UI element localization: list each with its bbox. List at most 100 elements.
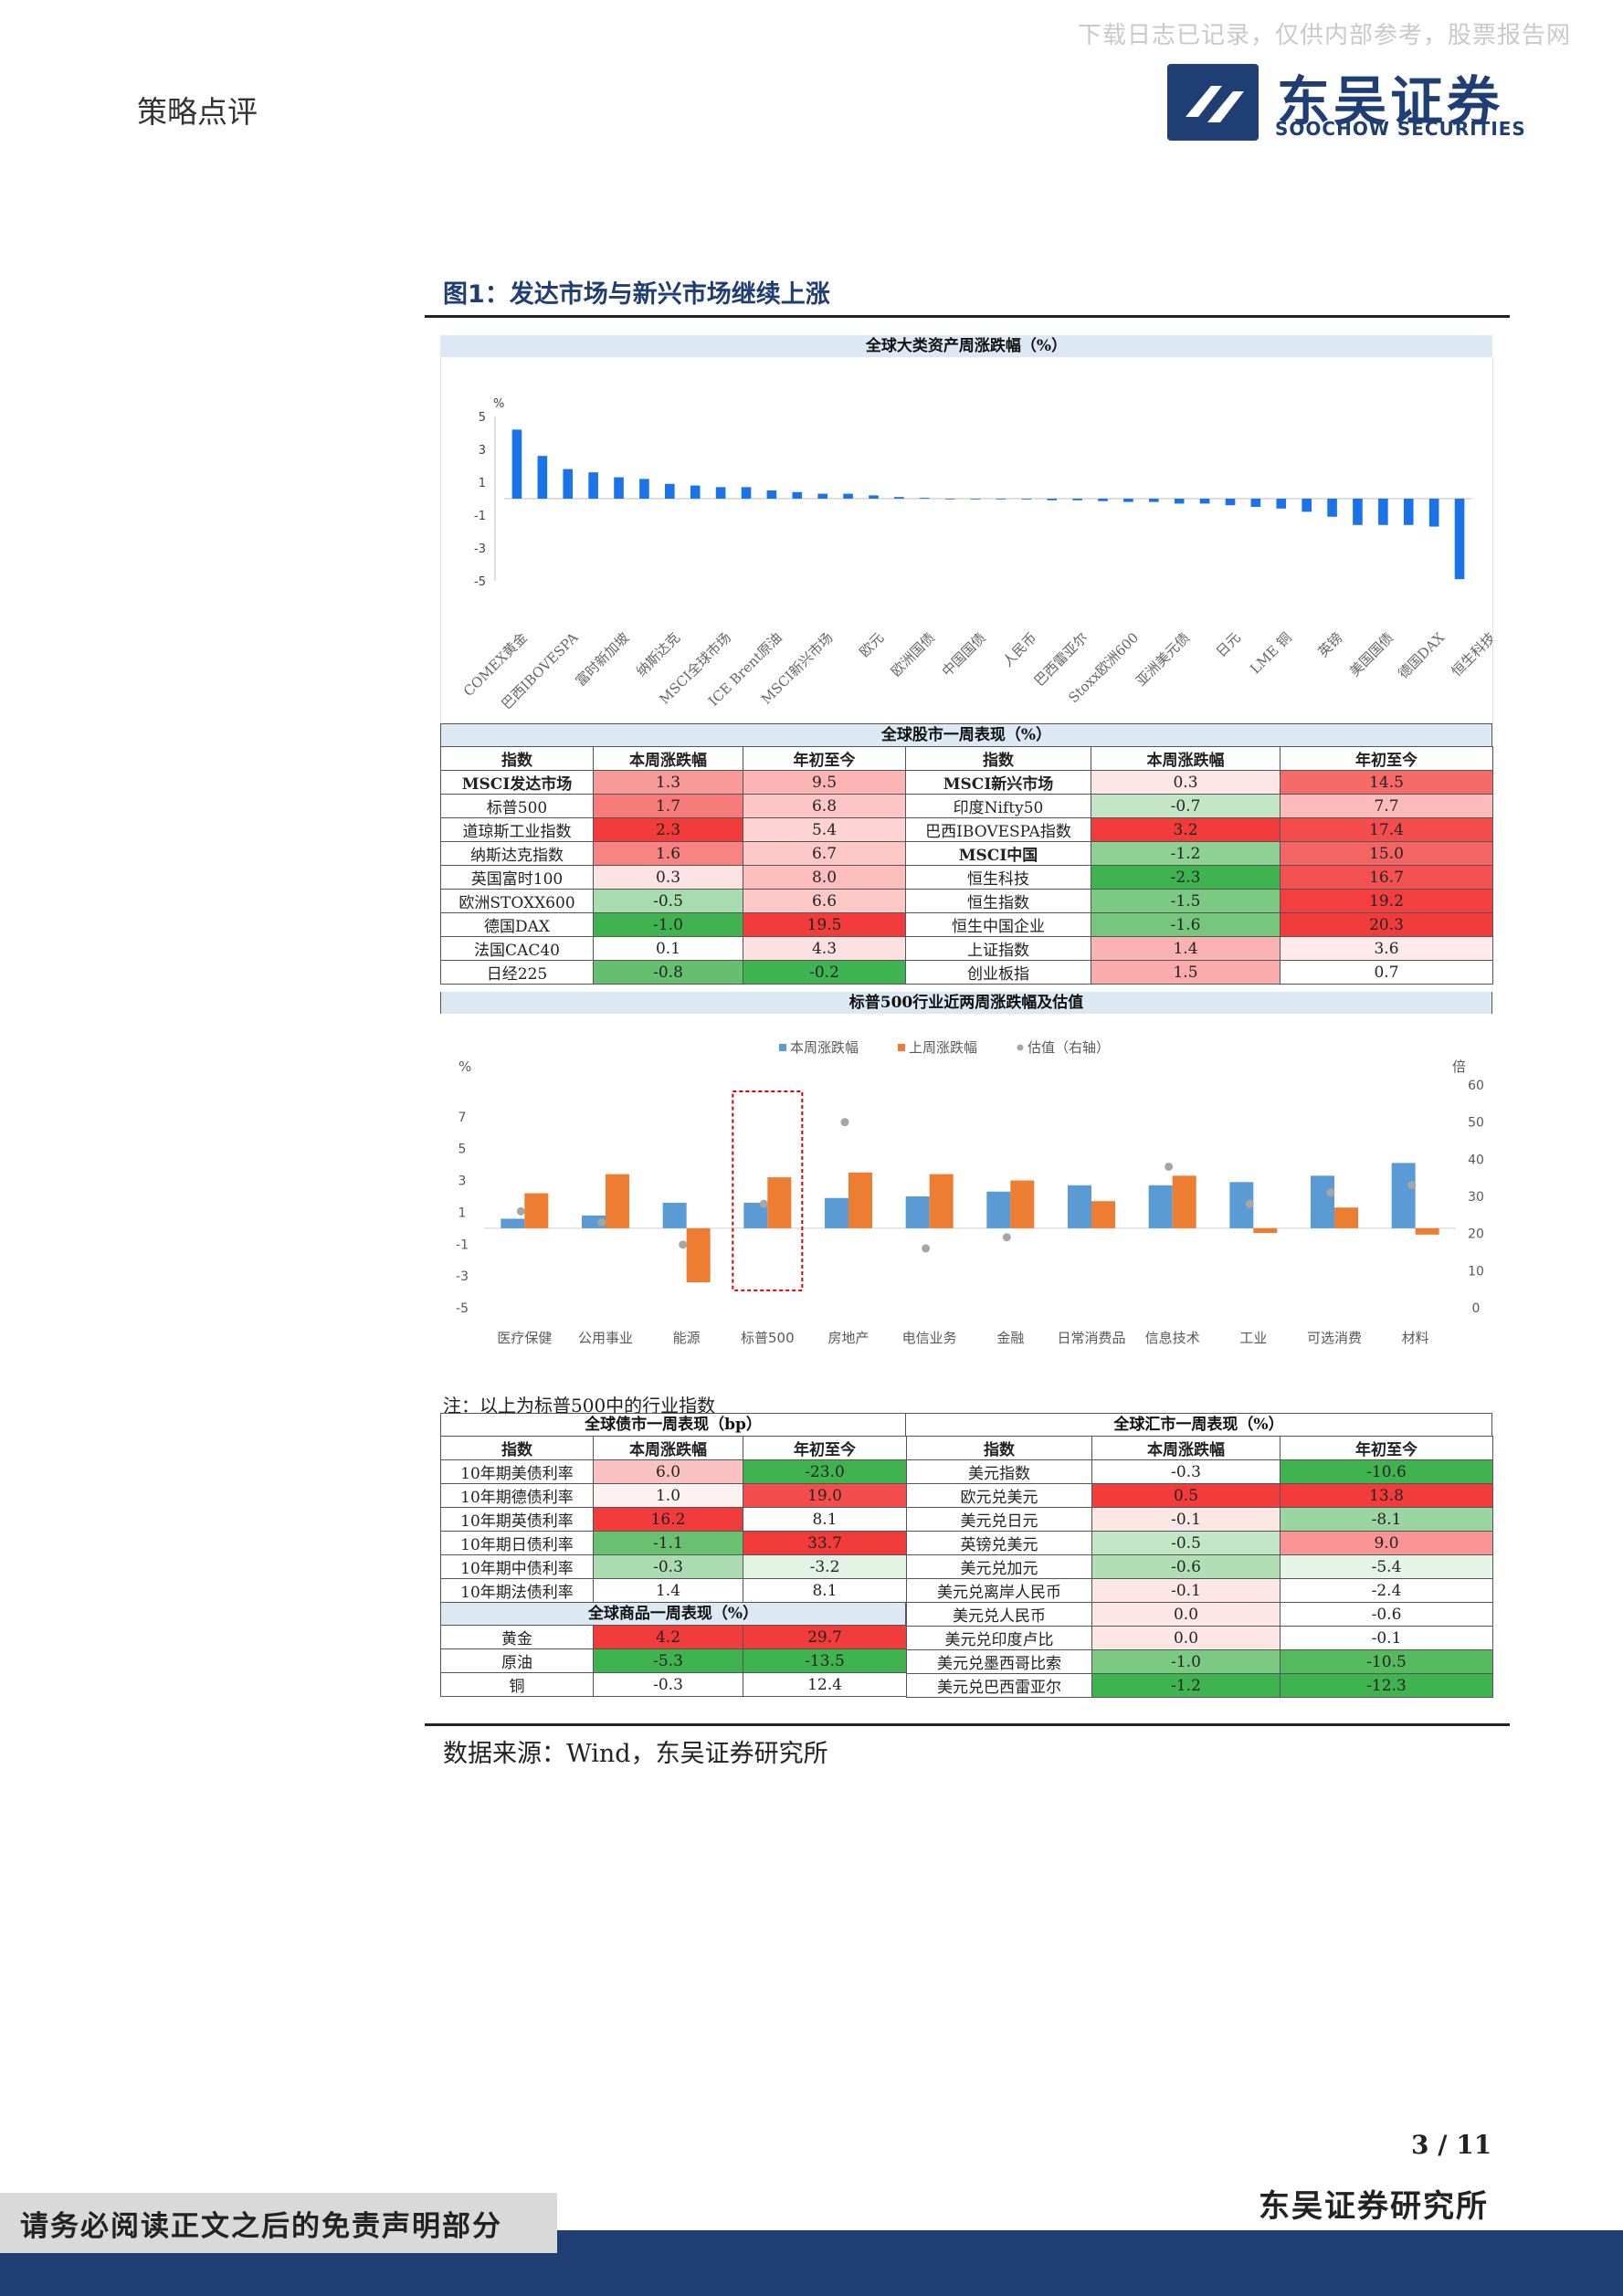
chart1-bar [1454,499,1465,580]
chart2-y2-tick: 30 [1468,1190,1484,1205]
bond-cell: 10年期法债利率 [440,1578,594,1603]
valuation-point [1326,1188,1335,1197]
page-number: 3 / 11 [1411,2130,1492,2160]
equity-cell: 2.3 [593,817,743,842]
legend-marker-1 [898,1044,905,1051]
section-label: 策略点评 [137,94,258,130]
fx-row: 美元兑巴西雷亚尔 -1.2 -12.3 [906,1673,1493,1698]
bar-last-week [848,1172,872,1228]
fx-cell: -1.0 [1091,1649,1280,1674]
logo-mark-icon [1167,64,1259,141]
valuation-point [1165,1162,1174,1171]
chart1-bar [665,483,675,499]
equity-header-row: 指数 本周涨跌幅 年初至今 指数 本周涨跌幅 年初至今 [440,746,1493,771]
fx-cell: 美元兑人民币 [906,1602,1092,1627]
fx-cell: 美元兑离岸人民币 [906,1578,1092,1603]
figure-title: 图1：发达市场与新兴市场继续上涨 [443,280,830,309]
fx-table: 指数 本周涨跌幅 年初至今 美元指数 -0.3 -10.6 欧元兑美元 0.5 13.8 美元兑… [906,1436,1493,1698]
bar-this-week [1148,1185,1173,1228]
chart1-x-tick: 恒生科技 [1449,629,1492,679]
chart1-y-tick: 1 [479,477,486,490]
chart1-bar [1378,499,1388,525]
chart1-title: 全球大类资产周涨跌幅（%） [440,335,1492,357]
equity-cell: 创业板指 [905,960,1091,985]
equity-header-4: 本周涨跌幅 [1091,746,1280,771]
chart2-y2-tick: 20 [1468,1227,1484,1242]
fx-cell: 9.0 [1280,1531,1493,1555]
equity-cell: -1.5 [1091,889,1280,913]
commodity-cell: 4.2 [593,1625,743,1649]
equity-cell: 恒生指数 [905,889,1091,913]
commodity-cell: 原油 [440,1648,594,1673]
equity-cell: 6.6 [743,889,906,913]
chart2-x-tick: 电信业务 [902,1330,957,1346]
chart1-bar [1428,499,1439,527]
chart2-x-tick: 材料 [1402,1330,1429,1346]
figure-source: 数据来源：Wind，东吴证券研究所 [443,1740,828,1768]
commodity-row: 铜 -0.3 12.4 [440,1672,907,1697]
chart1-y-tick: -1 [474,510,486,523]
equity-cell: -1.2 [1091,841,1280,866]
fx-cell: -8.1 [1280,1507,1493,1532]
chart1-y-tick: -5 [474,575,486,589]
equity-cell: 纳斯达克指数 [440,841,594,866]
bond-cell: 10年期美债利率 [440,1459,594,1484]
chart1-bar [639,479,649,499]
bar-last-week [1415,1227,1439,1235]
equity-cell: MSCI中国 [905,841,1091,866]
disclaimer-box [0,2193,557,2253]
bond-row: 10年期美债利率 6.0 -23.0 [440,1459,907,1484]
chart2-x-tick: 金融 [996,1330,1024,1346]
fx-cell: -10.5 [1280,1649,1493,1674]
equity-cell: -0.5 [593,889,743,913]
commodity-cell: 12.4 [743,1672,907,1697]
chart1-bar [1403,499,1414,525]
bond-cell: 6.0 [593,1459,743,1484]
equity-cell: -1.6 [1091,912,1280,937]
bar-last-week [1334,1207,1358,1228]
chart1-bar [894,497,904,499]
equity-header-5: 年初至今 [1280,746,1493,771]
fx-row: 美元兑日元 -0.1 -8.1 [906,1507,1493,1532]
equity-header-0: 指数 [440,746,594,771]
chart1-x-tick: 富时新加坡 [573,629,633,690]
chart1-bar [741,487,752,499]
bond-row: 10年期法债利率 1.4 8.1 [440,1578,907,1603]
chart1-bar [1199,499,1210,504]
valuation-point [759,1199,768,1208]
valuation-point [922,1244,931,1253]
equity-cell: 恒生科技 [905,865,1091,890]
chart2-x-tick: 医疗保健 [497,1330,552,1346]
bond-section: 全球债市一周表现（bp） 指数 本周涨跌幅 年初至今 10年期美债利率 6.0 -23.… [440,1413,907,1697]
bond-cell: -0.3 [593,1554,743,1579]
chart2-y-unit: % [458,1058,471,1075]
equity-cell: 7.7 [1280,794,1493,818]
fx-title: 全球汇市一周表现（%） [906,1413,1492,1436]
legend-label: 上周涨跌幅 [909,1039,977,1056]
chart2-y-tick: -3 [456,1269,469,1284]
bond-cell: 19.0 [743,1483,907,1508]
fx-cell: -0.1 [1280,1626,1493,1650]
chart2-y2-tick: 40 [1468,1153,1484,1167]
chart1-x-tick: 英镑 [1314,629,1345,660]
chart1-x-tick: 日元 [1213,629,1244,660]
bar-last-week [524,1193,549,1228]
fx-row: 英镑兑美元 -0.5 9.0 [906,1531,1493,1555]
bond-row: 10年期日债利率 -1.1 33.7 [440,1531,907,1555]
equity-row: 道琼斯工业指数 2.3 5.4 巴西IBOVESPA指数 3.2 17.4 [440,817,1493,842]
legend-label: 估值（右轴） [1028,1039,1110,1056]
fx-cell: -0.1 [1091,1578,1280,1603]
fx-cell: -0.1 [1091,1507,1280,1532]
fx-cell: 0.5 [1091,1483,1280,1508]
equity-cell: 20.3 [1280,912,1493,937]
chart1-x-tick: 纳斯达克 [633,629,683,679]
equity-cell: 15.0 [1280,841,1493,866]
fx-cell: -0.3 [1091,1459,1280,1484]
equity-cell: 14.5 [1280,770,1493,795]
equity-row: MSCI发达市场 1.3 9.5 MSCI新兴市场 0.3 14.5 [440,770,1493,795]
chart2-y2-unit: 倍 [1452,1058,1466,1075]
fx-cell: 0.0 [1091,1602,1280,1627]
chart1-bar [996,499,1006,500]
fx-cell: -2.4 [1280,1578,1493,1603]
chart1-bar [919,498,930,499]
